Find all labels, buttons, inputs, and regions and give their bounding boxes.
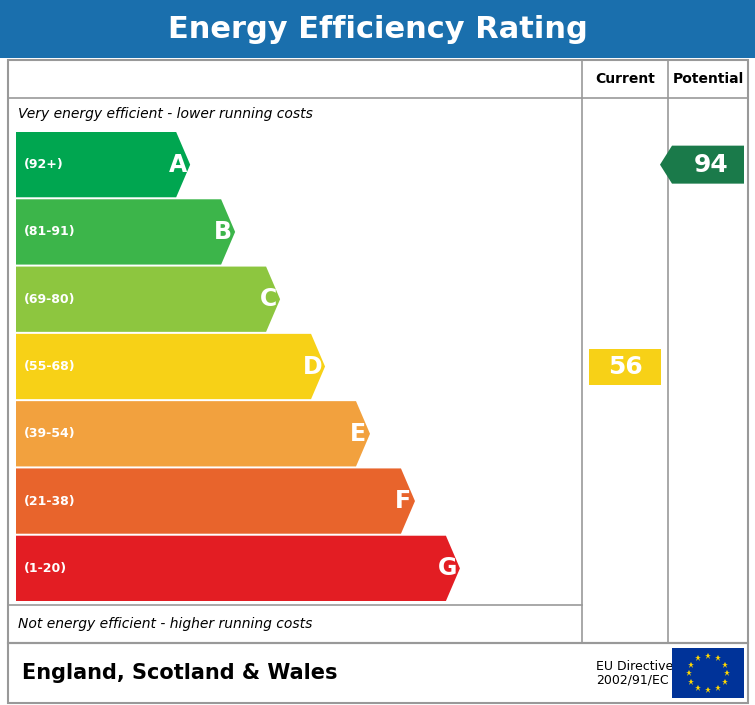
Bar — [8, 643, 748, 703]
Text: G: G — [438, 556, 458, 580]
Polygon shape — [660, 146, 744, 183]
Text: Energy Efficiency Rating: Energy Efficiency Rating — [168, 15, 587, 44]
Text: 56: 56 — [608, 355, 643, 379]
Text: A: A — [169, 153, 187, 177]
Text: (39-54): (39-54) — [24, 427, 76, 441]
Text: (81-91): (81-91) — [24, 226, 76, 238]
Text: (69-80): (69-80) — [24, 293, 76, 306]
Polygon shape — [16, 401, 370, 467]
Text: (92+): (92+) — [24, 158, 63, 171]
Bar — [589, 348, 661, 384]
Polygon shape — [16, 266, 280, 332]
Polygon shape — [16, 334, 325, 399]
Text: D: D — [304, 355, 323, 379]
Polygon shape — [16, 132, 190, 197]
Text: (1-20): (1-20) — [24, 562, 67, 575]
Text: 2002/91/EC: 2002/91/EC — [596, 673, 669, 687]
Text: Not energy efficient - higher running costs: Not energy efficient - higher running co… — [18, 617, 313, 631]
Text: Potential: Potential — [673, 72, 744, 86]
Text: EU Directive: EU Directive — [596, 659, 673, 673]
Bar — [8, 60, 748, 643]
Polygon shape — [16, 536, 460, 601]
Text: E: E — [350, 422, 366, 446]
Polygon shape — [16, 200, 235, 264]
Bar — [672, 648, 744, 698]
Text: (21-38): (21-38) — [24, 495, 76, 508]
Text: Very energy efficient - lower running costs: Very energy efficient - lower running co… — [18, 107, 313, 121]
Text: C: C — [260, 287, 277, 311]
Text: Current: Current — [595, 72, 655, 86]
Text: (55-68): (55-68) — [24, 360, 76, 373]
Text: 94: 94 — [694, 153, 729, 177]
Polygon shape — [0, 0, 755, 58]
Text: England, Scotland & Wales: England, Scotland & Wales — [22, 663, 337, 683]
Polygon shape — [16, 468, 415, 534]
Text: F: F — [395, 489, 411, 513]
Text: B: B — [214, 220, 232, 244]
